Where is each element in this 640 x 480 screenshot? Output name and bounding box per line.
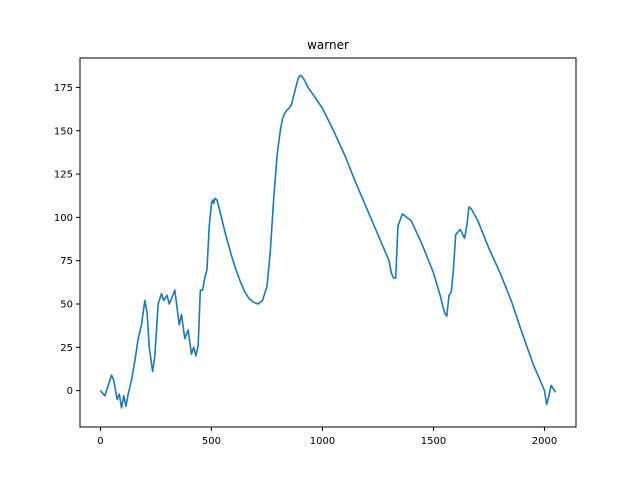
y-tick-label: 150 xyxy=(54,126,73,137)
x-tick-label: 500 xyxy=(202,436,221,447)
y-tick-label: 175 xyxy=(54,83,73,94)
y-tick-label: 50 xyxy=(60,300,73,311)
y-axis: 0 25 50 75 100 125 150 175 xyxy=(54,83,80,397)
chart-title: warner xyxy=(307,38,349,52)
x-tick-label: 1500 xyxy=(421,436,446,447)
y-tick-label: 100 xyxy=(54,213,73,224)
x-tick-label: 0 xyxy=(97,436,103,447)
x-tick-label: 2000 xyxy=(532,436,557,447)
plot-content xyxy=(99,74,557,409)
x-axis: 0 500 1000 1500 2000 xyxy=(97,427,557,447)
y-tick-label: 125 xyxy=(54,170,73,181)
series-line-0 xyxy=(99,74,557,409)
x-tick-label: 1000 xyxy=(310,436,335,447)
plot-frame xyxy=(79,57,577,428)
y-tick-label: 0 xyxy=(67,386,73,397)
y-tick-label: 75 xyxy=(60,256,73,267)
y-tick-label: 25 xyxy=(60,343,73,354)
